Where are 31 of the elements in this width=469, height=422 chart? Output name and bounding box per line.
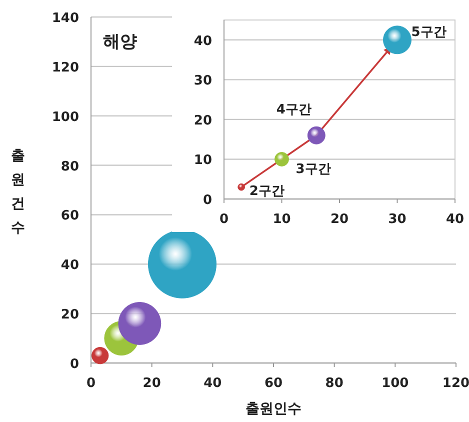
x-tick-label: 100 — [382, 376, 409, 391]
y-tick-label: 0 — [70, 357, 79, 372]
y-tick-label: 30 — [194, 74, 212, 89]
x-tick-label: 0 — [86, 376, 96, 391]
x-axis-title: 출원인수 — [246, 401, 302, 417]
x-tick-label: 0 — [219, 212, 229, 227]
x-tick-label: 60 — [264, 376, 283, 391]
x-tick-label: 40 — [204, 376, 222, 391]
x-tick-label: 120 — [442, 376, 469, 391]
y-tick-label: 10 — [194, 153, 212, 168]
y-tick-label: 80 — [60, 159, 79, 174]
y-tick-label: 40 — [194, 34, 212, 49]
text: 해양 — [103, 32, 137, 52]
y-axis-title: 출원건수 — [11, 148, 25, 236]
y-tick-label: 140 — [52, 11, 79, 26]
x-tick-label: 40 — [446, 212, 464, 227]
annotation: 2구간 — [249, 184, 284, 200]
x-tick-label: 10 — [272, 212, 291, 227]
y-tick-label: 40 — [60, 258, 79, 274]
annotation: 4구간 — [276, 102, 312, 118]
y-tick-label: 20 — [194, 113, 212, 128]
annotation: 3구간 — [296, 162, 331, 178]
y-tick-label: 120 — [52, 60, 79, 76]
y-tick-label: 20 — [60, 308, 79, 323]
x-tick-label: 20 — [330, 212, 349, 227]
y-tick-label: 100 — [52, 110, 79, 125]
x-tick-label: 20 — [142, 376, 161, 391]
x-tick-label: 30 — [388, 212, 406, 227]
annotation: 5구간 — [411, 24, 446, 40]
y-tick-label: 0 — [202, 193, 212, 208]
x-tick-label: 80 — [325, 376, 344, 391]
